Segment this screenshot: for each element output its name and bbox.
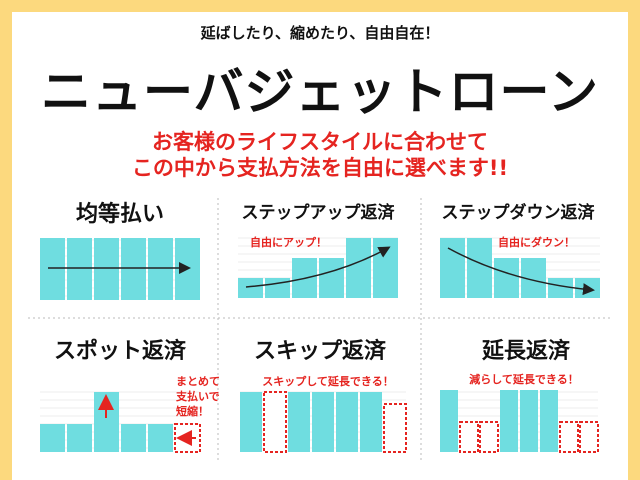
lead-line: お客様のライフスタイルに合わせて [152,130,488,154]
arrow [447,247,595,296]
bar [265,278,290,298]
tagline: 延ばしたり、縮めたり、自由自在！ [200,24,440,42]
bar [312,392,334,452]
bar [175,238,200,300]
bar [148,238,173,300]
panel-title: ステップダウン返済 [442,202,596,223]
bar [494,258,519,298]
panel-note: 減らして延長できる！ [469,372,578,386]
bar [288,392,310,452]
lead-line: この中から支払方法を自由に選べます!! [131,156,509,180]
bar [319,258,344,298]
arrow [245,246,391,288]
bar [479,421,499,453]
bar [263,391,287,453]
bar [121,238,146,300]
bar [346,238,371,298]
bar [440,238,465,298]
bar [240,392,262,452]
bar [540,390,558,452]
bar [383,403,407,453]
panel-title: スキップ返済 [254,338,387,364]
bar [67,424,92,452]
bar [40,424,65,452]
bar [579,421,599,453]
panel-title: スポット返済 [54,338,187,364]
panel-title: 均等払い [76,201,164,227]
panel-note: スキップして延長できる！ [262,374,393,388]
bar [336,392,358,452]
bar [440,390,458,452]
panel-title: 延長返済 [481,338,571,364]
bar [459,421,479,453]
bar [500,390,518,452]
bar [559,421,579,453]
panel-note: 自由にアップ！ [250,235,327,249]
bar [467,238,492,298]
bar [40,238,65,300]
main-title: ニューバジェットローン [41,63,599,121]
bar [520,390,538,452]
bar [548,278,573,298]
panel-note: 短縮！ [176,404,209,418]
panel-note: まとめて [176,375,220,388]
panel-note: 自由にダウン！ [498,235,575,249]
bar [121,424,146,452]
bar [360,392,382,452]
panel-title: ステップアップ返済 [242,202,396,223]
bar [148,424,173,452]
bar [94,238,119,300]
panel-note: 支払いで [175,389,220,403]
bar [373,238,398,298]
bar [67,238,92,300]
bar [238,278,263,298]
